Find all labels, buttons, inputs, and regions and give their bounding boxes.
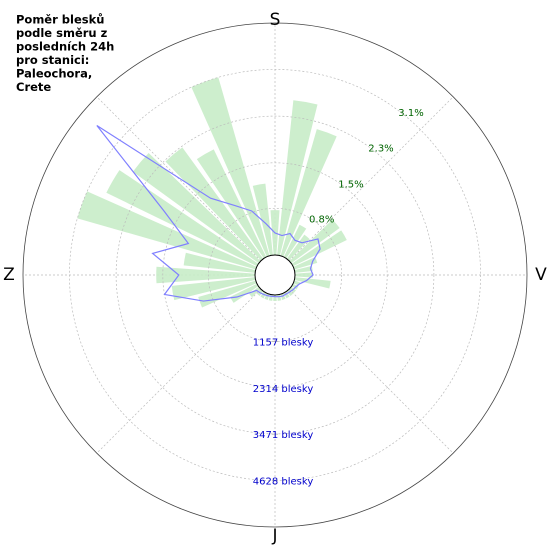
- inner-circle: [254, 254, 296, 296]
- x-tick-label: J: [271, 526, 277, 546]
- bar: [291, 230, 347, 267]
- bar: [260, 291, 267, 299]
- radial-line: [288, 288, 454, 454]
- grid-ring: [69, 69, 481, 481]
- grid-ring: [162, 162, 388, 388]
- bar: [106, 170, 259, 267]
- bar: [252, 183, 273, 256]
- bar: [196, 149, 267, 259]
- y2-tick-label: 1157 blesky: [253, 337, 314, 348]
- bar: [289, 219, 340, 264]
- bar: [286, 289, 294, 297]
- bar: [156, 266, 256, 284]
- bar: [264, 293, 270, 300]
- y2-tick-label: 3471 blesky: [253, 430, 314, 441]
- bar: [198, 280, 257, 308]
- bar: [283, 291, 290, 299]
- bar: [191, 77, 270, 257]
- title-line: podle směru z: [16, 26, 108, 40]
- y-tick-label: 2.3%: [368, 144, 393, 155]
- bar: [294, 277, 331, 289]
- x-tick-label: Z: [3, 265, 15, 285]
- bar: [280, 129, 337, 257]
- title-line: Crete: [16, 80, 51, 94]
- y-tick-label: 1.5%: [338, 179, 363, 190]
- bar: [249, 286, 261, 298]
- bar: [77, 191, 257, 270]
- bar: [294, 265, 313, 273]
- bar: [277, 100, 318, 256]
- radial-line: [96, 96, 262, 262]
- y-tick-label: 0.8%: [309, 214, 334, 225]
- bar: [294, 272, 313, 278]
- bar: [291, 283, 299, 290]
- bar: [293, 257, 318, 270]
- title-line: pro stanici:: [16, 53, 89, 67]
- bar: [183, 252, 256, 273]
- bar: [280, 293, 286, 300]
- outer-circle: [22, 22, 528, 528]
- radial-line: [96, 288, 262, 454]
- bar: [132, 152, 261, 264]
- bar: [286, 234, 310, 261]
- bar: [230, 283, 259, 303]
- radial-line: [288, 96, 454, 262]
- y-tick-label: 3.1%: [398, 108, 423, 119]
- x-tick-label: V: [535, 265, 547, 285]
- title-line: Poměr blesků: [16, 13, 104, 27]
- count-line: [96, 125, 321, 302]
- bar: [273, 294, 277, 301]
- y2-tick-label: 4628 blesky: [253, 477, 314, 488]
- y2-tick-label: 2314 blesky: [253, 384, 314, 395]
- title-line: Paleochora,: [16, 67, 92, 81]
- x-tick-label: S: [270, 10, 281, 30]
- bar: [171, 277, 256, 301]
- bar: [283, 224, 307, 259]
- bar: [165, 147, 264, 261]
- title-line: posledních 24h: [16, 40, 114, 54]
